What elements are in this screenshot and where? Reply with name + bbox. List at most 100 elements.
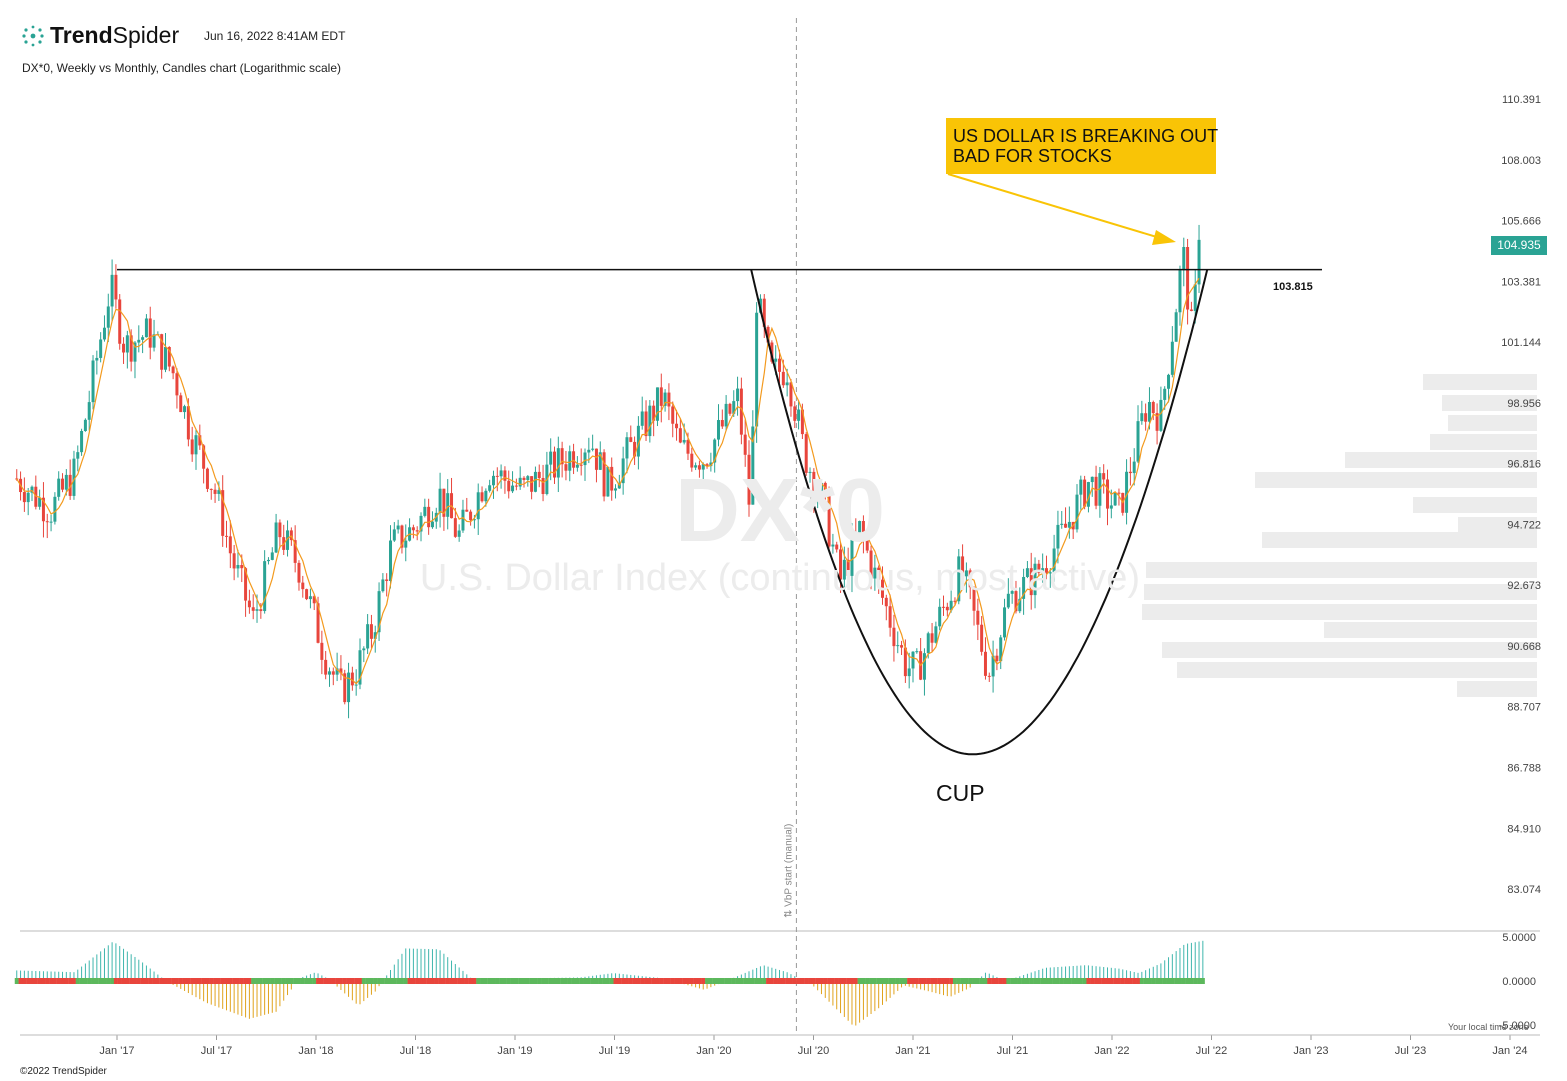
candle-body (835, 544, 839, 550)
candle (747, 440, 751, 517)
candle-body (61, 478, 65, 490)
last-price-badge: 104.935 (1491, 236, 1547, 255)
candle (545, 451, 549, 496)
candle-body (1163, 388, 1167, 400)
vbp-bar (1345, 452, 1537, 468)
candle-body (995, 655, 999, 662)
candle-body (1197, 239, 1201, 285)
candle-body (270, 552, 274, 560)
state-strip-segment (796, 978, 801, 984)
candle (148, 306, 152, 360)
state-strip-segment (1040, 978, 1045, 984)
candle-body (755, 312, 759, 427)
candle-body (137, 339, 141, 343)
candle-body (1090, 476, 1094, 483)
state-strip-segment (132, 978, 137, 984)
trendspider-logo: TrendSpider (20, 22, 179, 49)
candle (606, 466, 610, 497)
state-strip-segment (140, 978, 145, 984)
x-tick-label: Jan '21 (895, 1045, 930, 1057)
candle-body (327, 671, 331, 675)
candle-body (911, 651, 915, 669)
state-strip-segment (952, 978, 957, 984)
vbp-bar (1448, 415, 1537, 431)
candle-body (41, 497, 45, 522)
x-tick-label: Jan '22 (1094, 1045, 1129, 1057)
state-strip-segment (743, 978, 748, 984)
candle-body (812, 471, 816, 498)
state-strip-segment (380, 978, 385, 984)
candle-body (1037, 563, 1041, 573)
state-strip-segment (33, 978, 38, 984)
candle (858, 520, 862, 540)
candle (251, 594, 255, 620)
state-strip-segment (1021, 978, 1026, 984)
candle-body (850, 533, 854, 576)
state-strip-segment (1013, 978, 1018, 984)
state-strip-segment (1124, 978, 1129, 984)
candle (282, 524, 286, 556)
state-strip-segment (205, 978, 210, 984)
state-strip-segment (300, 978, 305, 984)
candle-body (1052, 548, 1056, 573)
candle-body (694, 465, 698, 468)
candle-body (476, 492, 480, 520)
candle-body (819, 482, 823, 494)
candle-body (228, 536, 232, 554)
state-strip-segment (1006, 978, 1011, 984)
state-strip-segment (441, 978, 446, 984)
candle (1025, 561, 1029, 579)
state-strip-segment (933, 978, 938, 984)
candle-body (572, 451, 576, 468)
state-strip-segment (426, 978, 431, 984)
candle-body (38, 497, 42, 507)
state-strip-segment (655, 978, 660, 984)
candle-body (347, 672, 351, 703)
state-strip-segment (373, 978, 378, 984)
vbp-bar (1162, 642, 1537, 658)
candle-body (369, 624, 373, 639)
candle-body (949, 600, 953, 611)
state-strip-segment (754, 978, 759, 984)
candle (1067, 506, 1071, 539)
x-tick-label: Jul '20 (798, 1045, 829, 1057)
state-strip-segment (357, 978, 362, 984)
candle (247, 589, 251, 614)
candle-body (57, 478, 61, 497)
candle (1197, 224, 1201, 293)
state-strip-segment (167, 978, 172, 984)
candle-body (64, 474, 68, 490)
callout-line-1: US DOLLAR IS BREAKING OUT (953, 126, 1219, 146)
candle-body (205, 468, 209, 489)
candle-body (736, 388, 740, 402)
state-strip-segment (533, 978, 538, 984)
state-strip-segment (1185, 978, 1190, 984)
candle-body (507, 480, 511, 492)
state-strip-segment (571, 978, 576, 984)
state-strip-segment (453, 978, 458, 984)
candle (1075, 484, 1079, 533)
state-strip-segment (79, 978, 84, 984)
state-strip-segment (964, 978, 969, 984)
x-tick-label: Jan '20 (696, 1045, 731, 1057)
state-strip-segment (316, 978, 321, 984)
candle-body (87, 402, 91, 420)
state-strip-segment (483, 978, 488, 984)
candle-body (503, 470, 507, 481)
state-strip-segment (399, 978, 404, 984)
candle (1094, 465, 1098, 510)
candle (457, 524, 461, 542)
candle (972, 586, 976, 626)
candle-body (293, 540, 297, 563)
candle-body (221, 490, 225, 536)
state-strip-segment (583, 978, 588, 984)
candle (659, 373, 663, 423)
candle (1022, 568, 1026, 615)
candle-body (732, 401, 736, 414)
state-strip-segment (541, 978, 546, 984)
state-strip-segment (1033, 978, 1038, 984)
candle-body (1189, 309, 1193, 311)
candle-body (453, 518, 457, 537)
candle-body (1025, 568, 1029, 577)
